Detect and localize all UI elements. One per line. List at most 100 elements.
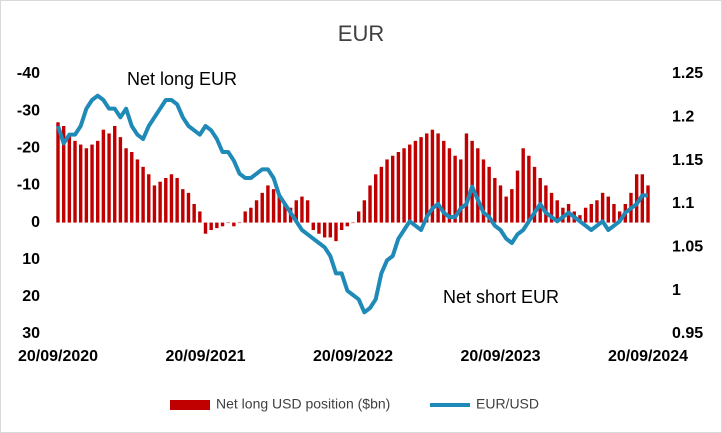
bar <box>356 211 361 223</box>
y-tick-label: 30 <box>22 325 40 342</box>
bar <box>345 222 350 227</box>
bar <box>300 196 304 223</box>
bar <box>521 148 525 223</box>
bar <box>498 185 503 223</box>
bar <box>113 126 117 223</box>
chart-title: EUR <box>338 21 384 46</box>
bar <box>67 133 72 223</box>
bar <box>147 174 151 223</box>
y2-tick-label: 1.25 <box>672 65 703 82</box>
bar <box>527 155 531 223</box>
bar <box>362 200 367 223</box>
bar <box>510 189 514 223</box>
bar <box>334 222 338 242</box>
y-tick-label: -40 <box>17 65 40 82</box>
bar <box>198 211 202 223</box>
bar <box>61 126 66 223</box>
y-tick-label: 10 <box>22 251 40 268</box>
x-tick-label: 20/09/2020 <box>18 348 98 365</box>
bar <box>470 140 474 223</box>
bar <box>243 211 247 223</box>
bar <box>141 166 145 223</box>
bar <box>158 181 162 223</box>
bar <box>220 222 225 227</box>
bar <box>135 159 140 223</box>
bar <box>413 140 418 223</box>
bar <box>215 222 219 229</box>
bar <box>226 222 230 224</box>
bar <box>328 222 333 238</box>
bar <box>271 189 276 223</box>
bar <box>646 185 650 223</box>
bar <box>152 185 157 223</box>
y-tick-label: -30 <box>17 102 40 119</box>
bar <box>368 185 372 223</box>
bar <box>481 159 486 223</box>
bar <box>305 200 310 223</box>
legend-label: Net long USD position ($bn) <box>216 396 390 412</box>
y2-tick-label: 1 <box>672 282 681 299</box>
bar <box>90 144 94 223</box>
bar <box>351 222 355 224</box>
bar <box>583 207 588 223</box>
bar <box>78 144 83 223</box>
annotation: Net short EUR <box>443 287 559 307</box>
bar <box>425 133 429 223</box>
bar <box>464 133 469 223</box>
bar <box>453 155 457 223</box>
bar <box>447 148 452 223</box>
bar <box>311 222 315 230</box>
bar <box>600 192 605 223</box>
bar <box>595 200 599 223</box>
bar <box>634 174 639 223</box>
x-tick-label: 20/09/2022 <box>313 348 393 365</box>
bar <box>617 211 622 223</box>
bar <box>487 166 491 223</box>
bar <box>544 185 548 223</box>
bar <box>186 192 191 223</box>
bar <box>532 166 537 223</box>
bar <box>476 148 480 223</box>
bar <box>419 137 423 223</box>
bar <box>277 196 281 223</box>
bar <box>96 140 100 223</box>
y2-tick-label: 1.05 <box>672 239 703 256</box>
y-tick-label: 20 <box>22 288 40 305</box>
bar <box>396 152 401 223</box>
bar <box>408 144 412 223</box>
bar <box>589 204 593 223</box>
bar <box>175 178 179 223</box>
legend-label: EUR/USD <box>476 396 539 412</box>
y-tick-label: -10 <box>17 177 40 194</box>
bar <box>73 140 77 223</box>
bar <box>402 148 406 223</box>
bar <box>101 129 106 223</box>
bar <box>493 178 497 223</box>
bar <box>322 222 327 238</box>
bar <box>164 178 168 223</box>
y2-tick-label: 0.95 <box>672 325 703 342</box>
bar <box>237 222 242 224</box>
bar <box>107 133 111 223</box>
bar <box>606 196 610 223</box>
bar <box>56 122 60 223</box>
bar <box>169 174 174 223</box>
y2-tick-label: 1.1 <box>672 195 694 212</box>
bar <box>294 200 298 223</box>
bar <box>504 196 508 223</box>
bar <box>555 200 559 223</box>
x-tick-label: 20/09/2023 <box>460 348 540 365</box>
bar <box>538 178 542 223</box>
bar <box>339 222 344 230</box>
bar <box>124 148 128 223</box>
bar <box>192 204 196 223</box>
bar <box>317 222 321 234</box>
y2-tick-label: 1.15 <box>672 152 703 169</box>
bar <box>459 159 463 223</box>
bar <box>249 207 253 223</box>
bar <box>379 166 384 223</box>
bar <box>203 222 208 234</box>
bar <box>385 159 389 223</box>
bar <box>181 189 185 223</box>
bar <box>266 185 270 223</box>
